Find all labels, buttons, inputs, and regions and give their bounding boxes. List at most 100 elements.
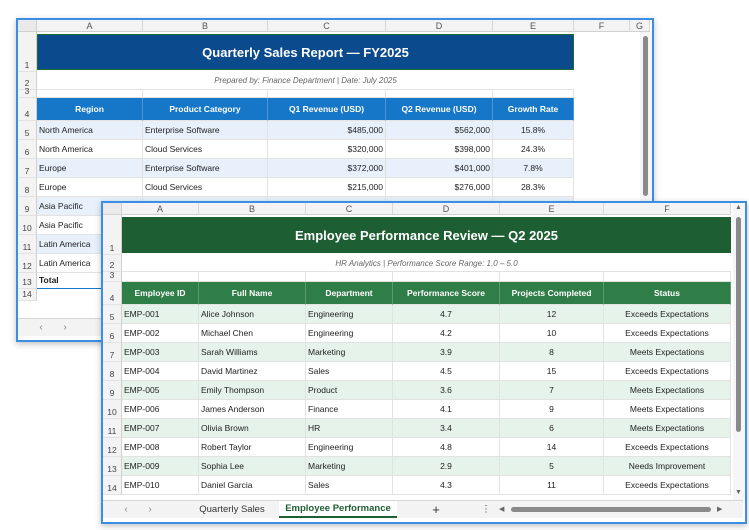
data-cell[interactable]: Michael Chen <box>199 324 306 343</box>
data-cell[interactable]: 7 <box>500 381 604 400</box>
data-cell[interactable]: $372,000 <box>268 159 386 178</box>
data-cell[interactable]: HR <box>306 419 393 438</box>
column-header[interactable]: B <box>143 20 268 32</box>
data-cell[interactable]: 12 <box>500 305 604 324</box>
data-cell[interactable]: Sophia Lee <box>199 457 306 476</box>
empty-cell[interactable] <box>500 272 604 282</box>
column-title-cell[interactable]: Full Name <box>199 282 306 305</box>
row-header[interactable]: 9 <box>103 381 122 400</box>
data-cell[interactable]: 10 <box>500 324 604 343</box>
column-header[interactable]: G <box>630 20 650 32</box>
row-header[interactable]: 11 <box>103 419 122 438</box>
column-title-cell[interactable]: Department <box>306 282 393 305</box>
column-header[interactable]: C <box>306 203 393 215</box>
data-cell[interactable]: 5 <box>500 457 604 476</box>
row-header[interactable]: 3 <box>18 86 37 98</box>
row-header[interactable]: 10 <box>18 216 37 235</box>
data-cell[interactable]: 24.3% <box>493 140 574 159</box>
data-cell[interactable]: Finance <box>306 400 393 419</box>
data-cell[interactable]: Meets Expectations <box>604 400 731 419</box>
column-title-cell[interactable]: Performance Score <box>393 282 500 305</box>
data-cell[interactable]: Engineering <box>306 438 393 457</box>
data-cell[interactable]: EMP-009 <box>122 457 199 476</box>
row-header[interactable]: 14 <box>103 476 122 495</box>
row-header[interactable]: 6 <box>18 140 37 159</box>
column-title-cell[interactable]: Q2 Revenue (USD) <box>386 98 493 121</box>
column-header[interactable]: E <box>493 20 574 32</box>
empty-cell[interactable] <box>306 272 393 282</box>
column-header[interactable]: C <box>268 20 386 32</box>
data-cell[interactable]: EMP-005 <box>122 381 199 400</box>
scroll-right-icon[interactable]: ▶ <box>717 506 723 513</box>
column-title-cell[interactable]: Region <box>37 98 143 121</box>
column-title-cell[interactable]: Product Category <box>143 98 268 121</box>
row-header[interactable]: 1 <box>18 32 37 72</box>
data-cell[interactable]: Daniel Garcia <box>199 476 306 495</box>
empty-cell[interactable] <box>199 272 306 282</box>
data-cell[interactable]: EMP-006 <box>122 400 199 419</box>
data-cell[interactable]: $562,000 <box>386 121 493 140</box>
data-cell[interactable]: Alice Johnson <box>199 305 306 324</box>
scroll-down-icon[interactable]: ▼ <box>735 489 742 496</box>
row-header[interactable]: 12 <box>18 254 37 273</box>
data-cell[interactable]: Product <box>306 381 393 400</box>
data-cell[interactable]: 2.9 <box>393 457 500 476</box>
data-cell[interactable]: Sales <box>306 476 393 495</box>
row-header[interactable]: 7 <box>18 159 37 178</box>
row-header[interactable]: 12 <box>103 438 122 457</box>
data-cell[interactable]: 8 <box>500 343 604 362</box>
data-cell[interactable]: Engineering <box>306 305 393 324</box>
data-cell[interactable]: 4.8 <box>393 438 500 457</box>
row-header[interactable]: 8 <box>18 178 37 197</box>
horizontal-scrollbar-thumb[interactable] <box>511 507 711 512</box>
row-header[interactable]: 4 <box>103 282 122 305</box>
data-cell[interactable]: Olivia Brown <box>199 419 306 438</box>
empty-cell[interactable] <box>386 90 493 98</box>
scrollbar-thumb[interactable] <box>643 36 648 196</box>
data-cell[interactable]: Sarah Williams <box>199 343 306 362</box>
data-cell[interactable]: EMP-002 <box>122 324 199 343</box>
data-cell[interactable]: 4.2 <box>393 324 500 343</box>
scroll-left-icon[interactable]: ◀ <box>499 506 505 513</box>
data-cell[interactable]: 9 <box>500 400 604 419</box>
row-header[interactable]: 8 <box>103 362 122 381</box>
tab-nav-next-icon[interactable]: › <box>63 322 67 333</box>
data-cell[interactable]: 11 <box>500 476 604 495</box>
row-header[interactable]: 3 <box>103 270 122 282</box>
data-cell[interactable]: 4.3 <box>393 476 500 495</box>
column-title-cell[interactable]: Employee ID <box>122 282 199 305</box>
column-title-cell[interactable]: Q1 Revenue (USD) <box>268 98 386 121</box>
data-cell[interactable]: Marketing <box>306 457 393 476</box>
empty-cell[interactable] <box>122 272 199 282</box>
data-cell[interactable]: Exceeds Expectations <box>604 438 731 457</box>
data-cell[interactable]: $398,000 <box>386 140 493 159</box>
data-cell[interactable]: James Anderson <box>199 400 306 419</box>
tab-nav-prev-icon[interactable]: ‹ <box>124 504 128 515</box>
data-cell[interactable]: 4.5 <box>393 362 500 381</box>
column-header[interactable]: E <box>500 203 604 215</box>
column-header[interactable]: F <box>604 203 731 215</box>
row-header[interactable]: 4 <box>18 98 37 121</box>
data-cell[interactable]: David Martinez <box>199 362 306 381</box>
data-cell[interactable]: North America <box>37 140 143 159</box>
report-subtitle[interactable]: Prepared by: Finance Department | Date: … <box>37 72 574 90</box>
row-header[interactable]: 1 <box>103 215 122 255</box>
data-cell[interactable]: 15 <box>500 362 604 381</box>
data-cell[interactable]: $401,000 <box>386 159 493 178</box>
data-cell[interactable]: Engineering <box>306 324 393 343</box>
tab-nav-prev-icon[interactable]: ‹ <box>39 322 43 333</box>
column-header[interactable]: D <box>386 20 493 32</box>
tab-nav-next-icon[interactable]: › <box>148 504 152 515</box>
data-cell[interactable]: 3.4 <box>393 419 500 438</box>
row-header[interactable]: 2 <box>103 255 122 272</box>
data-cell[interactable]: Exceeds Expectations <box>604 305 731 324</box>
row-header[interactable]: 7 <box>103 343 122 362</box>
row-header[interactable]: 9 <box>18 197 37 216</box>
empty-cell[interactable] <box>143 90 268 98</box>
data-cell[interactable]: 3.6 <box>393 381 500 400</box>
row-header[interactable]: 6 <box>103 324 122 343</box>
data-cell[interactable]: Sales <box>306 362 393 381</box>
data-cell[interactable]: Robert Taylor <box>199 438 306 457</box>
empty-cell[interactable] <box>393 272 500 282</box>
data-cell[interactable]: $485,000 <box>268 121 386 140</box>
